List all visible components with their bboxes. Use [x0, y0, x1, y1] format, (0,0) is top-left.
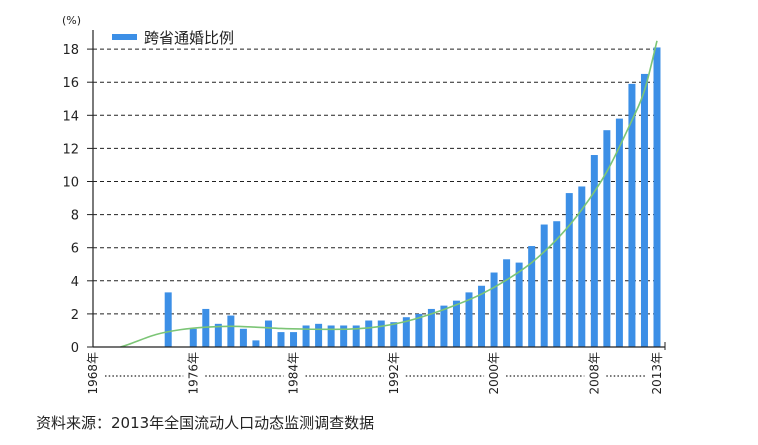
y-tick-label: 0: [71, 341, 79, 356]
bar-1990: [365, 320, 373, 347]
bar-2013: [653, 47, 661, 347]
bar-1997: [452, 300, 460, 347]
legend-swatch: [112, 34, 137, 40]
x-tick-label: 2008年: [587, 352, 601, 395]
bar-2002: [515, 262, 523, 347]
bar-2006: [565, 193, 573, 347]
source-note: 资料来源：2013年全国流动人口动态监测调查数据: [36, 414, 375, 432]
bar-1974: [164, 292, 172, 347]
y-tick-label: 10: [62, 176, 79, 191]
y-unit-label: (%): [62, 14, 81, 27]
bar-1980: [239, 328, 247, 347]
legend: 跨省通婚比例: [112, 29, 234, 47]
bar-1999: [478, 285, 486, 347]
axes: [92, 30, 666, 350]
gridlines: [93, 48, 657, 315]
bar-1989: [352, 325, 360, 347]
bar-1983: [277, 332, 285, 347]
bar-2011: [628, 83, 636, 347]
bar-1998: [465, 292, 473, 347]
y-tick-label: 12: [62, 142, 79, 157]
bar-2003: [528, 246, 536, 347]
bar-2009: [603, 130, 611, 347]
trendline: [120, 40, 658, 348]
bar-2004: [540, 224, 548, 347]
bar-2007: [578, 186, 586, 347]
bar-2010: [615, 118, 623, 347]
y-tick-label: 4: [71, 275, 79, 290]
bar-1977: [202, 308, 210, 347]
bar-2005: [553, 221, 561, 347]
bar-1991: [377, 320, 385, 347]
y-tick-label: 14: [62, 109, 79, 124]
bar-1979: [227, 315, 235, 347]
trendline-layer: [120, 40, 658, 348]
bar-2000: [490, 272, 498, 347]
bar-2008: [590, 155, 598, 347]
bars: [164, 47, 661, 348]
bar-1982: [264, 320, 272, 347]
y-tick-label: 2: [71, 308, 79, 323]
x-tick-label: 1968年: [86, 352, 100, 395]
legend-label: 跨省通婚比例: [144, 29, 234, 47]
y-tick-label: 16: [62, 76, 79, 91]
bar-1995: [427, 308, 435, 347]
x-axis-ticks: 1968年 1976年 1984年 1992年 2000年 2008年 2013年: [86, 352, 664, 395]
bar-1988: [340, 325, 348, 347]
x-tick-label: 2013年: [650, 352, 664, 395]
bar-1978: [214, 323, 222, 347]
bar-2012: [640, 73, 648, 348]
bar-1987: [327, 325, 335, 347]
bar-1994: [415, 313, 423, 347]
y-tick-label: 6: [71, 242, 79, 257]
bar-2001: [503, 259, 511, 347]
x-tick-label: 1976年: [186, 352, 200, 395]
y-tick-label: 18: [62, 43, 79, 58]
y-tick-label: 8: [71, 209, 79, 224]
bar-1996: [440, 305, 448, 347]
bar-1986: [315, 323, 323, 347]
bar-1992: [390, 322, 398, 347]
bar-1981: [252, 340, 260, 347]
bar-1985: [302, 325, 310, 347]
bar-1976: [189, 328, 197, 347]
bar-1984: [290, 332, 298, 347]
x-tick-label: 2000年: [487, 352, 501, 395]
y-axis-ticks: 0 2 4 6 8 10 12 14 16 18: [62, 43, 93, 356]
bar-1993: [402, 317, 410, 347]
x-tick-label: 1984年: [287, 352, 301, 395]
x-tick-label: 1992年: [387, 352, 401, 395]
